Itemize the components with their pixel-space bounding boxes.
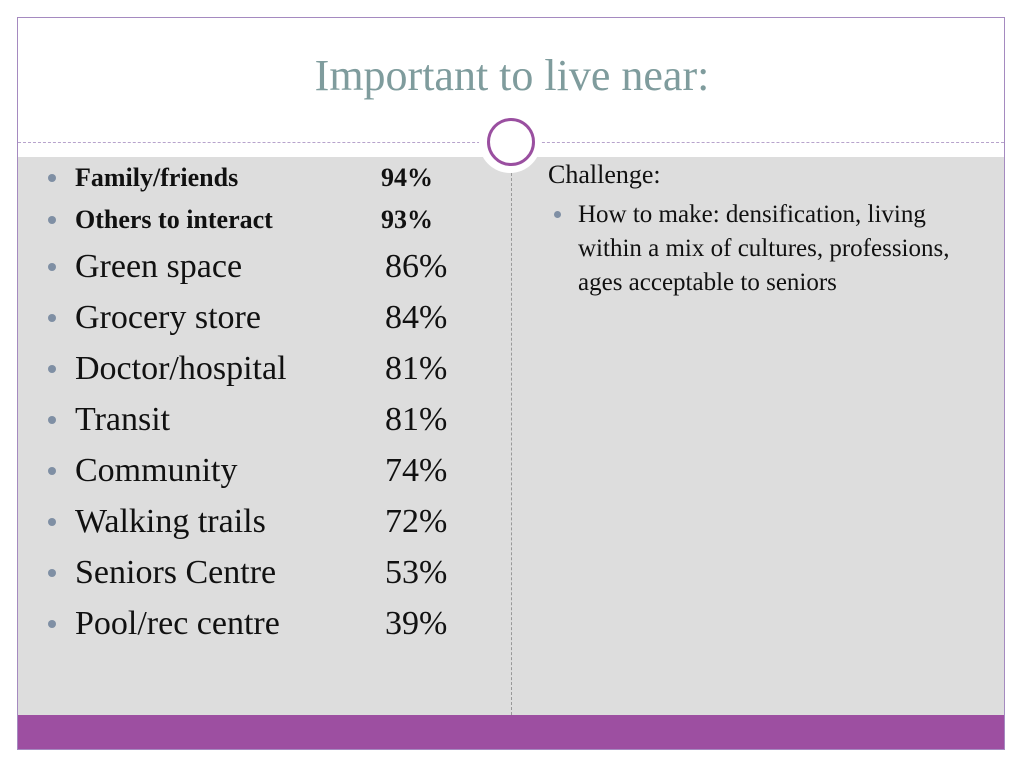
item-label: Green space <box>75 247 243 285</box>
item-percent: 84% <box>385 298 448 336</box>
bullet-icon <box>554 211 561 218</box>
item-label: Others to interact <box>75 205 273 234</box>
list-item: How to make: densification, living withi… <box>548 198 978 300</box>
item-percent: 81% <box>385 400 448 438</box>
bullet-icon <box>48 415 56 424</box>
bullet-icon <box>48 216 56 224</box>
circle-ornament-icon <box>487 118 535 166</box>
footer-bar <box>18 715 1004 749</box>
big-items: Green space 86% Grocery store 84% Doctor… <box>48 241 508 649</box>
bullet-icon <box>48 568 56 577</box>
item-percent: 93% <box>381 205 433 234</box>
column-divider <box>511 173 512 715</box>
list-item: Family/friends 94% <box>48 157 508 199</box>
small-items: Family/friends 94% Others to interact 93… <box>48 157 508 241</box>
item-percent: 72% <box>385 502 448 540</box>
item-percent: 86% <box>385 247 448 285</box>
list-item: Walking trails 72% <box>48 496 508 547</box>
list-item: Pool/rec centre 39% <box>48 598 508 649</box>
challenge-list: How to make: densification, living withi… <box>548 198 978 300</box>
challenge-heading: Challenge: <box>548 160 661 189</box>
right-column: Challenge: How to make: densification, l… <box>548 160 978 300</box>
item-label: Walking trails <box>75 502 266 540</box>
list-item: Transit 81% <box>48 394 508 445</box>
bullet-icon <box>48 262 56 271</box>
bullet-icon <box>48 619 56 628</box>
list-item: Others to interact 93% <box>48 199 508 241</box>
list-item: Green space 86% <box>48 241 508 292</box>
bullet-icon <box>48 466 56 475</box>
item-percent: 94% <box>381 163 433 192</box>
list-item: Doctor/hospital 81% <box>48 343 508 394</box>
item-label: Community <box>75 451 238 489</box>
bullet-icon <box>48 364 56 373</box>
list-item: Seniors Centre 53% <box>48 547 508 598</box>
item-label: Transit <box>75 400 171 438</box>
left-bullet-list: Family/friends 94% Others to interact 93… <box>48 157 508 649</box>
bullet-icon <box>48 313 56 322</box>
item-percent: 39% <box>385 604 448 642</box>
item-label: Pool/rec centre <box>75 604 280 642</box>
slide-title: Important to live near: <box>314 51 710 100</box>
item-percent: 74% <box>385 451 448 489</box>
item-label: Grocery store <box>75 298 261 336</box>
challenge-text: How to make: densification, living withi… <box>578 201 950 296</box>
item-label: Doctor/hospital <box>75 349 287 387</box>
bullet-icon <box>48 174 56 182</box>
item-percent: 53% <box>385 553 448 591</box>
item-label: Family/friends <box>75 163 239 192</box>
list-item: Grocery store 84% <box>48 292 508 343</box>
bullet-icon <box>48 517 56 526</box>
item-label: Seniors Centre <box>75 553 277 591</box>
list-item: Community 74% <box>48 445 508 496</box>
item-percent: 81% <box>385 349 448 387</box>
